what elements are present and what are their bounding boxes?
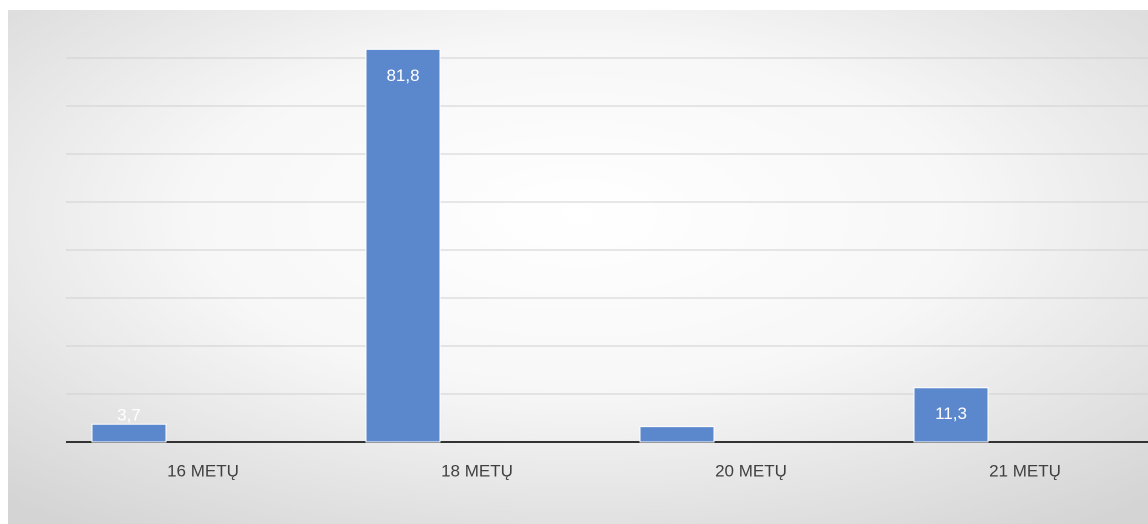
chart-area: [8, 10, 1148, 524]
data-label: 81,8: [386, 66, 419, 85]
x-tick-label: 16 METŲ: [167, 461, 239, 480]
x-tick-label: 21 METŲ: [989, 461, 1061, 480]
bar: [91, 423, 167, 443]
bar: [639, 426, 715, 443]
bar: [365, 48, 441, 443]
data-label: 11,3: [935, 404, 967, 423]
x-tick-label: 18 METŲ: [441, 461, 513, 480]
x-tick-label: 20 METŲ: [715, 461, 787, 480]
data-label: 3,7: [117, 405, 141, 424]
bar: [913, 387, 989, 443]
